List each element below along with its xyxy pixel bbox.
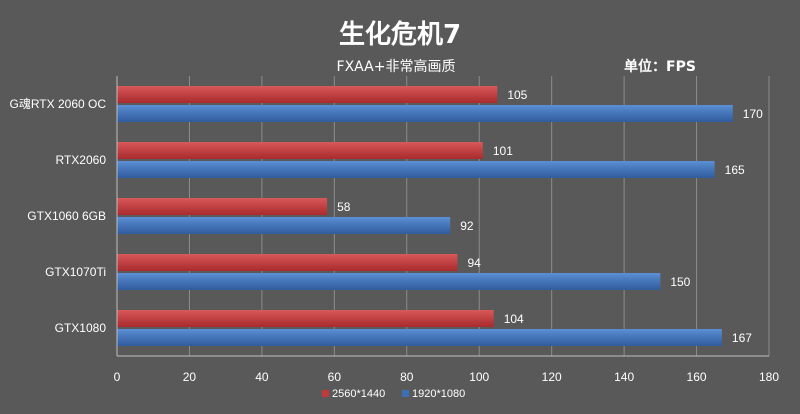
bar-1920*1080 xyxy=(117,273,661,290)
x-tick-label: 20 xyxy=(183,370,197,384)
data-label: 101 xyxy=(493,144,513,158)
x-tick-label: 120 xyxy=(542,370,562,384)
x-tick-label: 140 xyxy=(614,370,634,384)
data-label: 104 xyxy=(504,312,524,326)
data-label: 58 xyxy=(337,200,351,214)
legend-label: 1920*1080 xyxy=(412,388,465,400)
bar-2560*1440 xyxy=(117,198,328,215)
data-label: 150 xyxy=(670,275,690,289)
bar-1920*1080 xyxy=(117,217,451,234)
category-label: GTX1060 6GB xyxy=(27,209,106,223)
bar-1920*1080 xyxy=(117,105,733,122)
bar-2560*1440 xyxy=(117,86,498,103)
data-label: 170 xyxy=(743,107,763,121)
data-label: 92 xyxy=(460,219,474,233)
legend-swatch xyxy=(402,390,409,397)
category-label: RTX2060 xyxy=(56,153,107,167)
category-label: G魂RTX 2060 OC xyxy=(10,96,107,111)
x-tick-label: 160 xyxy=(687,370,707,384)
unit-label: 单位：FPS xyxy=(624,59,696,75)
legend-swatch xyxy=(322,390,329,397)
category-label: GTX1080 xyxy=(55,321,107,335)
legend-label: 2560*1440 xyxy=(332,388,385,400)
x-tick-label: 80 xyxy=(400,370,414,384)
chart-subtitle: FXAA+非常高画质 xyxy=(336,59,456,75)
category-label: GTX1070Ti xyxy=(45,265,106,279)
x-tick-label: 40 xyxy=(255,370,269,384)
x-tick-label: 100 xyxy=(469,370,489,384)
x-tick-label: 0 xyxy=(114,370,121,384)
x-tick-label: 180 xyxy=(759,370,779,384)
bar-1920*1080 xyxy=(117,161,715,178)
data-label: 94 xyxy=(467,256,481,270)
data-label: 105 xyxy=(507,88,527,102)
chart-title: 生化危机7 xyxy=(338,20,462,50)
bar-2560*1440 xyxy=(117,142,483,159)
x-tick-label: 60 xyxy=(328,370,342,384)
data-label: 167 xyxy=(732,331,752,345)
bar-2560*1440 xyxy=(117,310,494,327)
bar-2560*1440 xyxy=(117,254,458,271)
bar-1920*1080 xyxy=(117,329,722,346)
data-label: 165 xyxy=(725,163,745,177)
